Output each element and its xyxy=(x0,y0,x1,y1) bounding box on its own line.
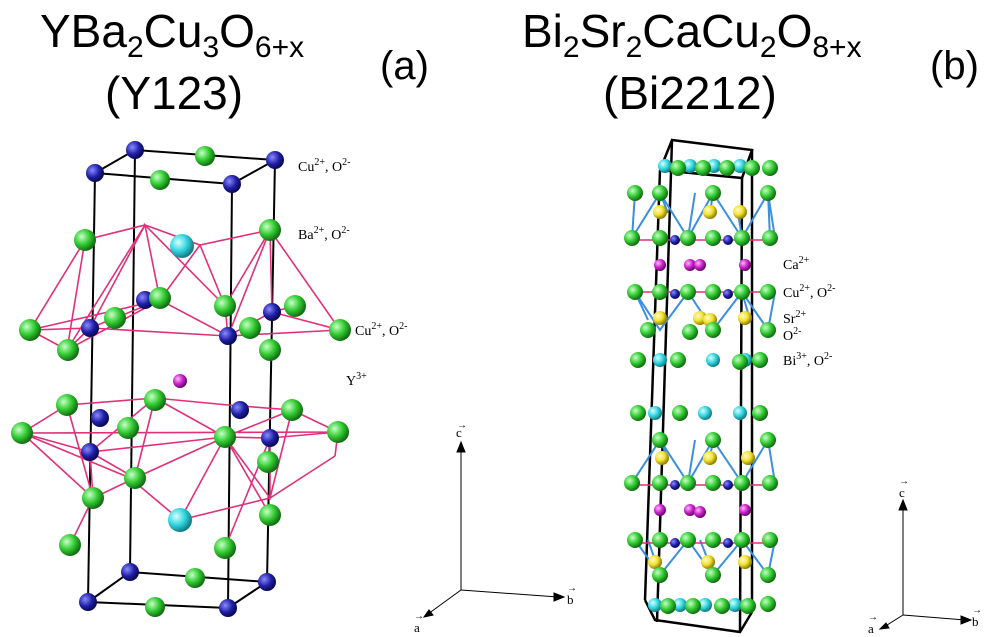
title-y123-formula: YBa2Cu3O6+x xyxy=(40,5,305,64)
bi2212-axis-a-label: → a xyxy=(868,612,878,636)
bi2212-label-o: O2- xyxy=(783,326,802,345)
y123-label-cuo2: Cu2+, O2- xyxy=(355,321,408,340)
bi2212-axis-c-label: → c xyxy=(899,476,909,500)
bi2212-label-cuo2: Cu2+, O2- xyxy=(783,283,836,302)
y123-atoms xyxy=(11,141,351,617)
bi2212-axis-b-label: → b xyxy=(972,605,982,629)
bi2212-axes xyxy=(878,498,973,630)
title-bi2212-short: (Bi2212) xyxy=(603,67,777,119)
y123-structure xyxy=(11,141,351,617)
y123-label-bao: Ba2+, O2- xyxy=(298,225,350,244)
bi2212-label-ca: Ca2+ xyxy=(783,255,810,274)
y123-axis-c-label: → c xyxy=(456,420,467,440)
panel-b-tag: (b) xyxy=(930,44,979,88)
bi2212-label-bio: Bi3+, O2- xyxy=(783,351,833,370)
title-bi2212-formula: Bi2Sr2CaCu2O8+x xyxy=(522,5,862,64)
y123-label-y: Y3+ xyxy=(346,371,367,390)
bi2212-label-sr: Sr2+ xyxy=(783,309,807,328)
bi2212-cuo-bonds xyxy=(632,239,775,544)
bi2212-structure xyxy=(624,138,778,634)
y123-axes xyxy=(422,440,566,618)
bi2212-atoms xyxy=(624,159,778,614)
title-y123-short: (Y123) xyxy=(105,67,244,119)
y123-axis-a-label: → a xyxy=(414,611,424,635)
y123-axis-b-label: → b xyxy=(567,583,577,607)
panel-a-tag: (a) xyxy=(380,44,429,88)
y123-label-top-cuo: Cu2+, O2- xyxy=(298,157,351,176)
